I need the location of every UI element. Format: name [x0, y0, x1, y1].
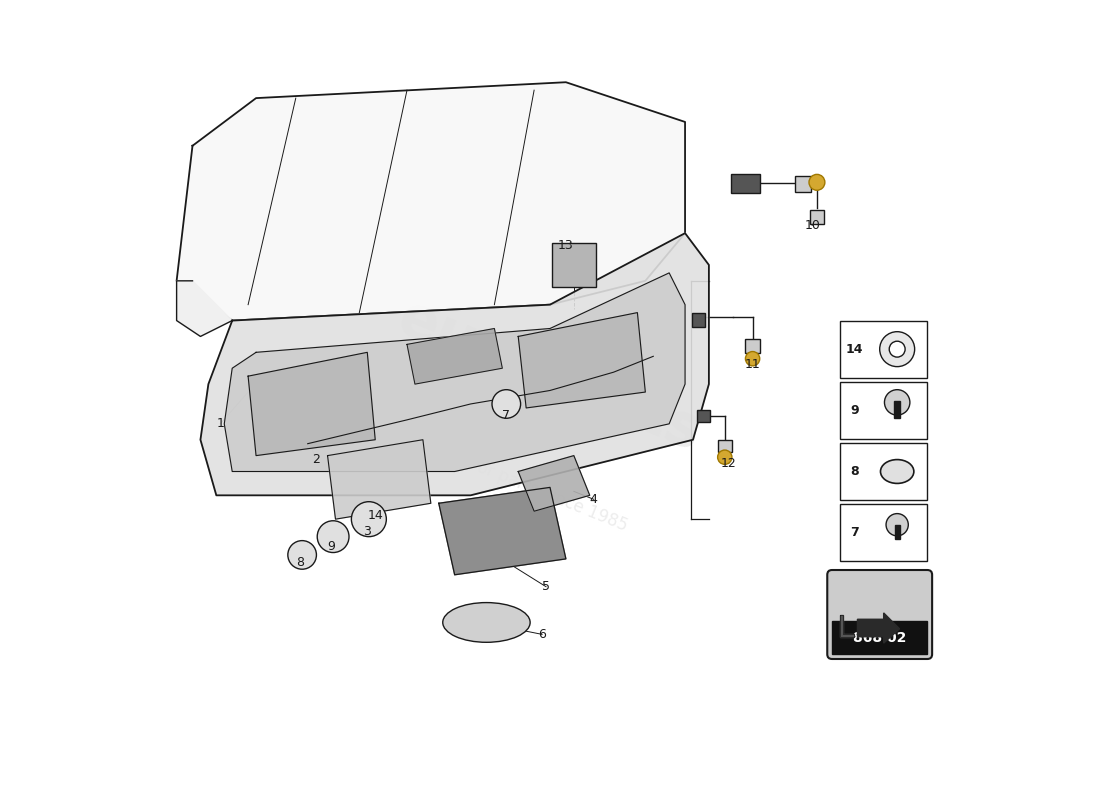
Circle shape [288, 541, 317, 570]
Circle shape [351, 502, 386, 537]
FancyBboxPatch shape [795, 176, 812, 192]
Circle shape [808, 174, 825, 190]
Polygon shape [200, 233, 708, 495]
Bar [894, 525, 900, 539]
Text: 7: 7 [850, 526, 859, 539]
Circle shape [746, 351, 760, 366]
FancyBboxPatch shape [810, 210, 824, 225]
Text: 3: 3 [363, 525, 371, 538]
Polygon shape [840, 614, 855, 637]
Circle shape [880, 332, 915, 366]
Text: europarts: europarts [389, 290, 711, 463]
Bar [840, 443, 927, 500]
Ellipse shape [442, 602, 530, 642]
Bar [840, 504, 927, 562]
FancyBboxPatch shape [692, 313, 705, 327]
Bar [894, 401, 900, 418]
Bar [832, 621, 927, 654]
Text: 9: 9 [328, 541, 336, 554]
Circle shape [884, 390, 910, 415]
Polygon shape [518, 456, 590, 511]
Bar [840, 382, 927, 439]
Text: 2: 2 [311, 453, 320, 466]
Circle shape [492, 390, 520, 418]
Circle shape [889, 342, 905, 357]
Polygon shape [439, 487, 565, 574]
Polygon shape [407, 329, 503, 384]
FancyBboxPatch shape [732, 174, 760, 193]
Text: 4: 4 [590, 493, 597, 506]
Polygon shape [518, 313, 646, 408]
Text: 9: 9 [850, 404, 859, 417]
Ellipse shape [880, 459, 914, 483]
Polygon shape [858, 613, 900, 643]
Polygon shape [249, 352, 375, 456]
Polygon shape [177, 82, 685, 321]
Polygon shape [177, 281, 232, 337]
Text: 14: 14 [846, 342, 864, 356]
Circle shape [717, 450, 732, 464]
Circle shape [887, 514, 909, 536]
FancyBboxPatch shape [697, 410, 710, 422]
Bar [840, 321, 927, 378]
Bar [552, 243, 596, 286]
Text: 13: 13 [558, 238, 574, 251]
Text: 10: 10 [804, 218, 821, 232]
FancyBboxPatch shape [717, 440, 732, 453]
Text: 6: 6 [538, 628, 546, 641]
Polygon shape [328, 440, 431, 519]
FancyBboxPatch shape [827, 570, 932, 659]
Text: 8: 8 [850, 465, 859, 478]
FancyBboxPatch shape [746, 339, 760, 353]
Text: 5: 5 [542, 580, 550, 593]
Text: 14: 14 [367, 509, 383, 522]
Text: 12: 12 [720, 457, 737, 470]
Text: 8: 8 [296, 556, 304, 570]
Text: 11: 11 [745, 358, 760, 370]
Polygon shape [224, 273, 685, 471]
Text: a passion for parts since 1985: a passion for parts since 1985 [390, 424, 630, 534]
Text: 1: 1 [217, 418, 224, 430]
Text: 868 02: 868 02 [852, 630, 906, 645]
Circle shape [317, 521, 349, 553]
Text: 7: 7 [503, 410, 510, 422]
